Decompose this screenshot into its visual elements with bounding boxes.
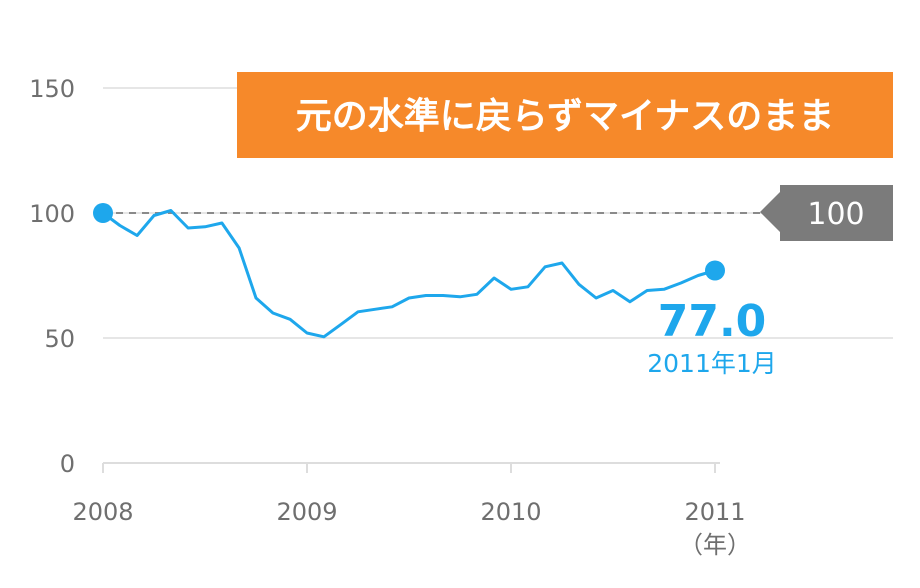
- callout-date: 2011年1月: [647, 349, 777, 378]
- y-tick-label-150: 150: [29, 75, 75, 103]
- x-tick-label-2008: 2008: [72, 498, 133, 526]
- end-point-marker: [705, 260, 725, 281]
- x-tick-label-2011: 2011: [684, 498, 745, 526]
- title-banner: 元の水準に戻らずマイナスのまま: [237, 72, 893, 158]
- reference-label-text: 100: [807, 197, 864, 232]
- y-tick-label-0: 0: [60, 450, 75, 478]
- x-tick-label-2009: 2009: [276, 498, 337, 526]
- series-line-0: [101, 209, 717, 339]
- x-tick-label-2010: 2010: [480, 498, 541, 526]
- y-tick-label-50: 50: [44, 325, 75, 353]
- callout-value: 77.0: [658, 296, 767, 347]
- reference-label-background: [760, 185, 893, 241]
- reference-label-box: 100: [760, 185, 893, 241]
- series-line-group: [93, 203, 725, 339]
- y-axis-ticks: 0 50 100 150: [29, 75, 75, 478]
- chart-title: 元の水準に戻らずマイナスのまま: [296, 96, 835, 137]
- start-point-marker: [93, 203, 113, 223]
- y-tick-label-100: 100: [29, 200, 75, 228]
- x-axis-unit-label: （年）: [679, 531, 751, 559]
- x-axis-ticks: 2008 2009 2010 2011: [72, 463, 746, 526]
- title-banner-background: [237, 72, 893, 158]
